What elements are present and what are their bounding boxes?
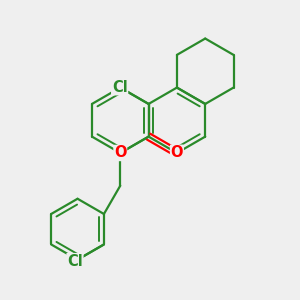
Text: O: O (114, 146, 127, 160)
Text: Cl: Cl (112, 80, 128, 95)
Text: O: O (171, 146, 183, 160)
Text: O: O (171, 146, 183, 160)
Text: Cl: Cl (67, 254, 83, 269)
